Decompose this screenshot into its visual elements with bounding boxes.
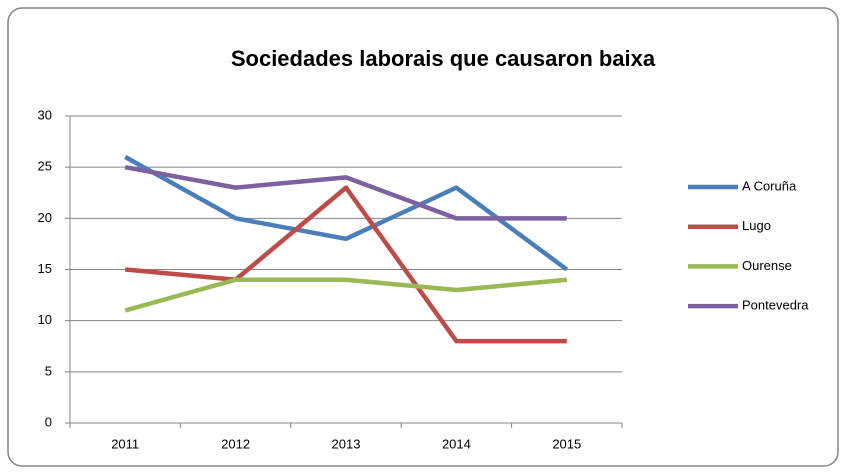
y-tick-label: 30 — [38, 107, 52, 122]
y-tick-label: 20 — [38, 210, 52, 225]
y-tick-label: 5 — [45, 363, 52, 378]
series-line — [124, 164, 567, 221]
chart-frame — [7, 7, 839, 467]
series-line — [124, 154, 569, 272]
x-tick-label: 2015 — [552, 436, 581, 451]
y-tick-label: 15 — [38, 261, 52, 276]
x-tick-label: 2013 — [332, 436, 361, 451]
x-tick-label: 2014 — [442, 436, 471, 451]
x-tick-label: 2012 — [221, 436, 250, 451]
y-tick-label: 0 — [45, 414, 52, 429]
series-line — [124, 185, 567, 344]
legend-label: Pontevedra — [742, 298, 809, 313]
legend-label: Lugo — [742, 218, 771, 233]
y-tick-label: 10 — [38, 312, 52, 327]
legend-label: Ourense — [742, 258, 792, 273]
legend-label: A Coruña — [742, 178, 797, 193]
y-tick-label: 25 — [38, 159, 52, 174]
x-tick-label: 2011 — [111, 436, 139, 451]
series-line — [124, 277, 568, 313]
chart-title: Sociedades laborais que causaron baixa — [231, 46, 656, 71]
